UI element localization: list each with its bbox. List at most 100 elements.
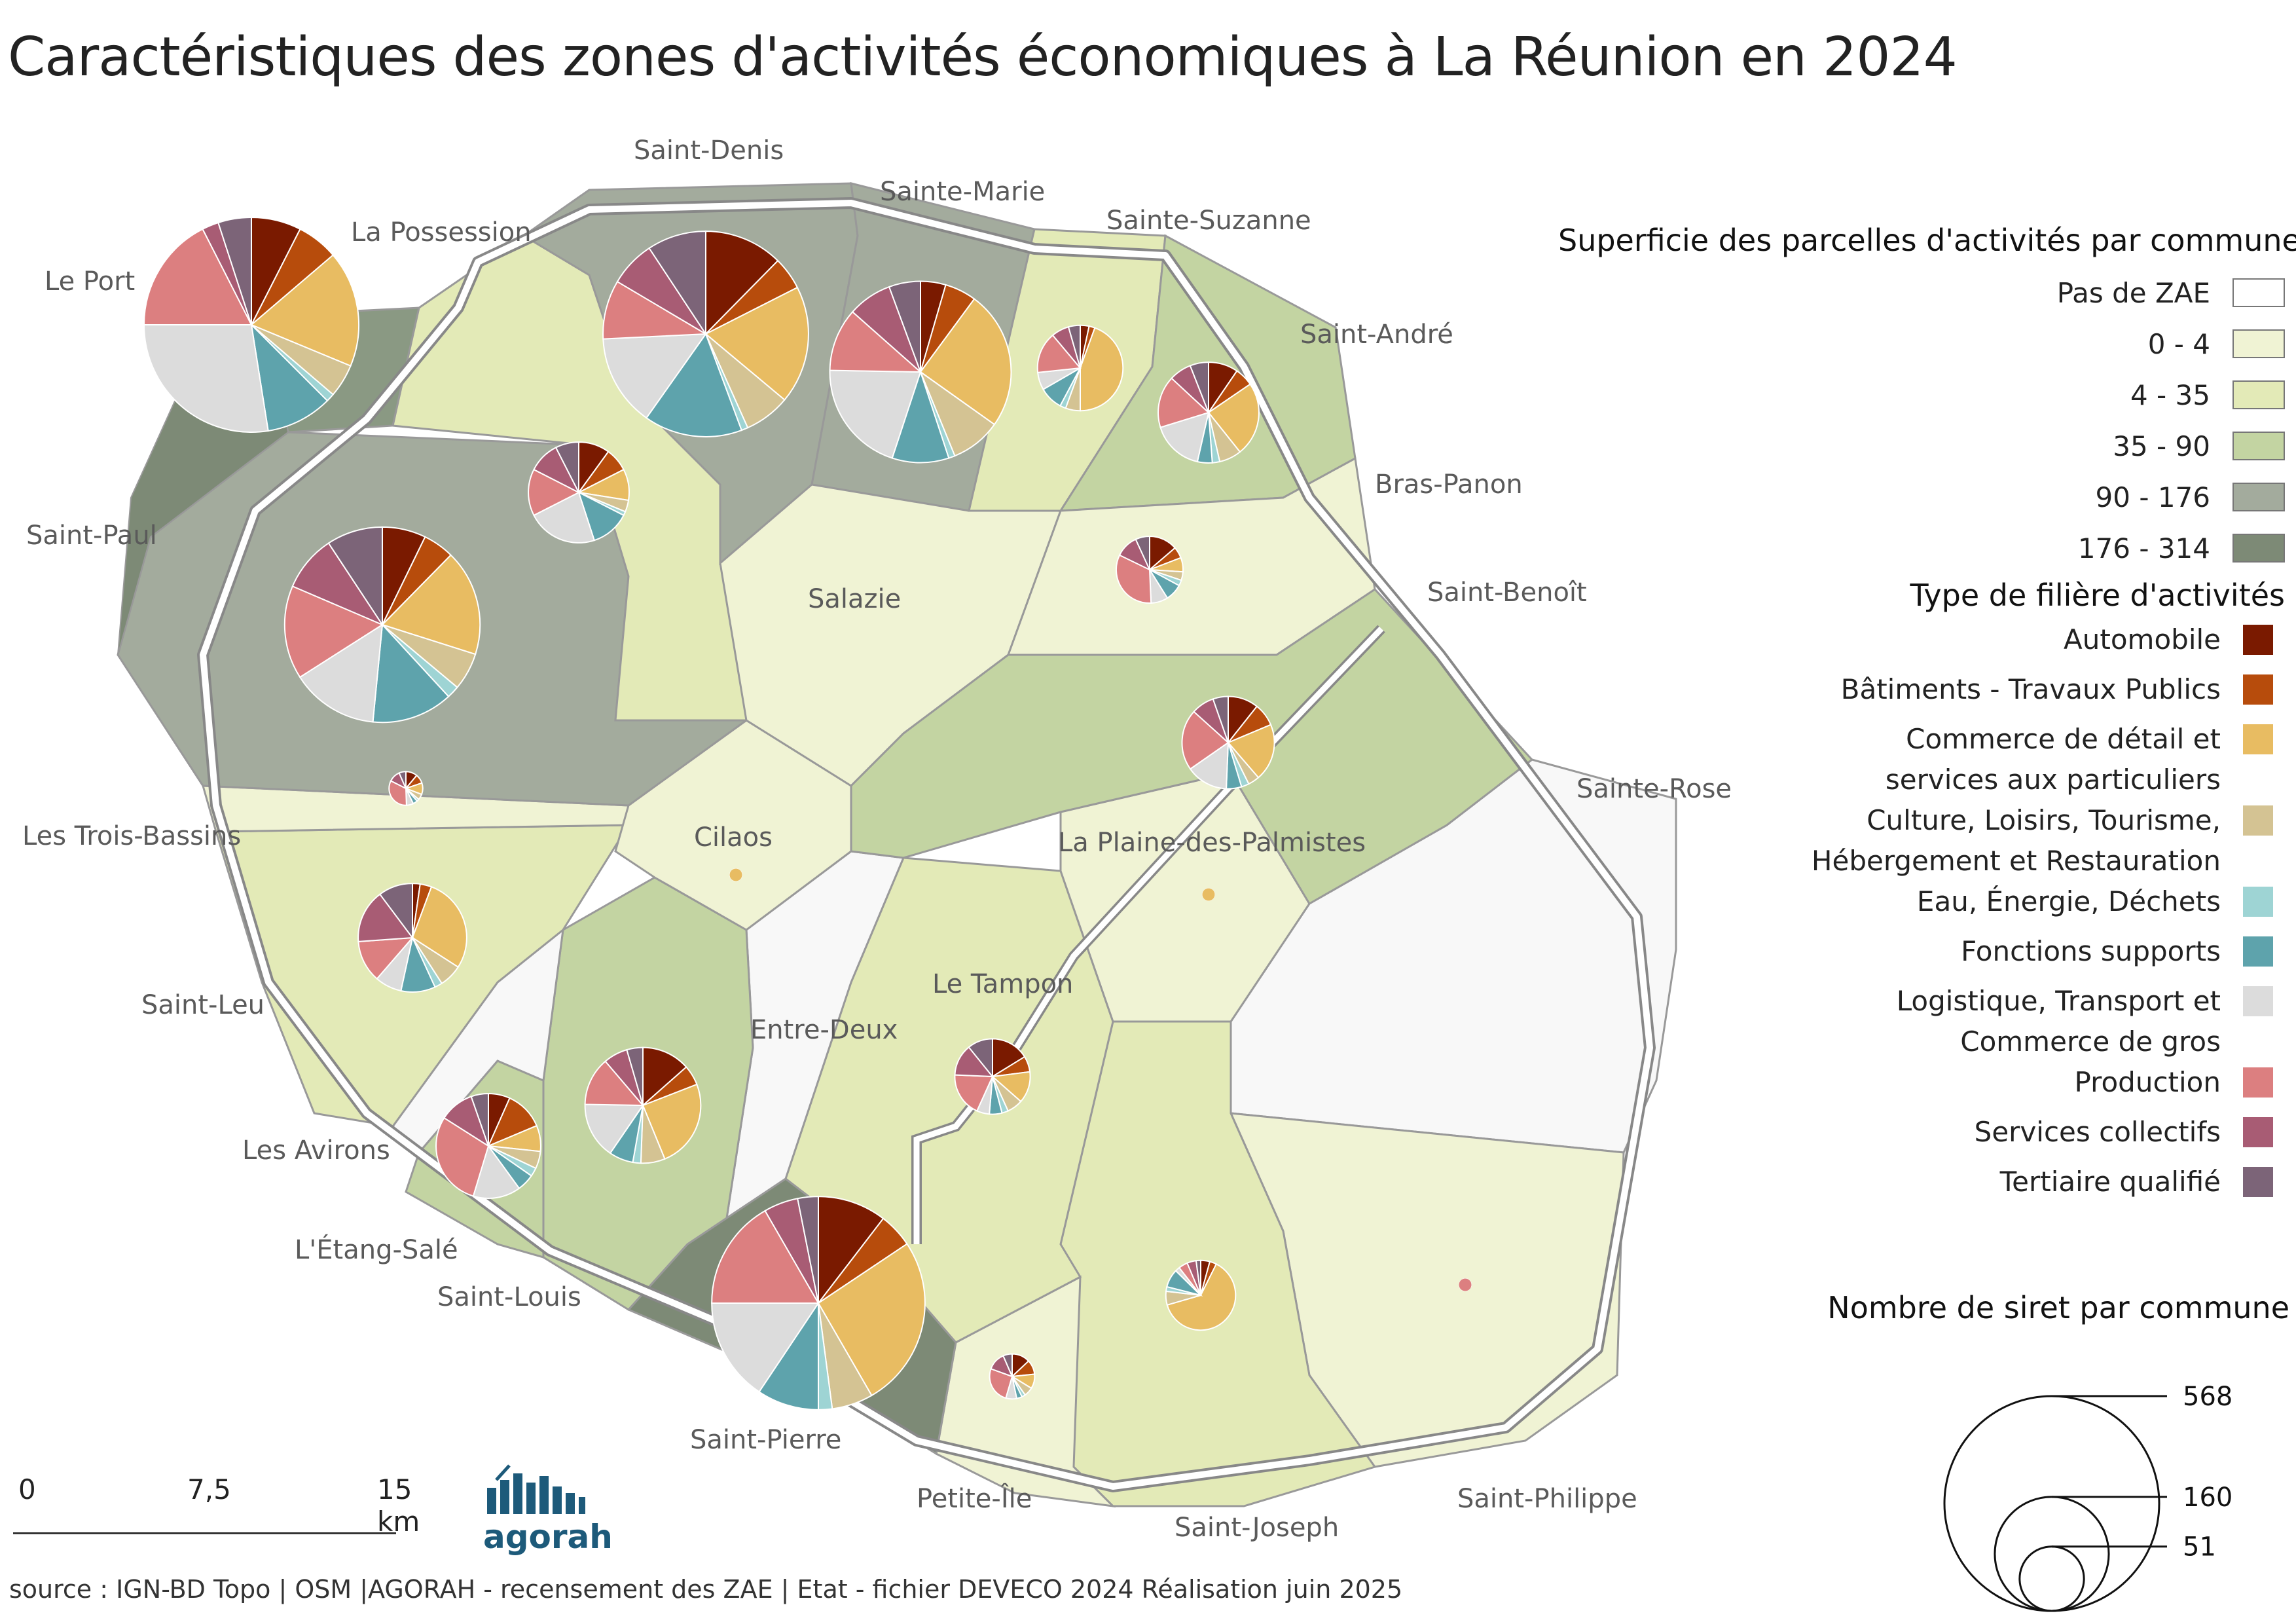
size-legend-circle: [1994, 1496, 2110, 1612]
pie-chart: [711, 1196, 926, 1411]
pie-slice: [584, 1060, 645, 1107]
filiere-legend-swatch: [2243, 887, 2273, 917]
pie-slice: [1135, 535, 1150, 570]
pie-slice: [1207, 383, 1260, 453]
commune-label: Saint-Joseph: [1175, 1513, 1339, 1543]
pie-slice: [1159, 411, 1210, 463]
pie-slice: [891, 369, 950, 464]
pie-slice: [555, 441, 579, 493]
filiere-legend-row: Commerce de détail et services aux partic…: [1558, 719, 2285, 800]
pie-slice: [1459, 1278, 1472, 1291]
pie-chart: [584, 1046, 702, 1164]
filiere-legend-label: Bâtiments - Travaux Publics: [1841, 669, 2221, 710]
commune-label: Sainte-Suzanne: [1106, 206, 1311, 236]
pie-slice: [989, 1368, 1013, 1399]
commune-label: Le Port: [45, 267, 135, 297]
pie-slice: [729, 868, 742, 881]
pie-slice: [992, 1038, 1026, 1078]
pie-chart: [729, 868, 742, 881]
pie-slice: [1036, 334, 1082, 373]
filiere-legend-label-line: Commerce de gros: [1960, 1025, 2221, 1058]
superficie-legend-row: 0 - 4: [1558, 318, 2285, 369]
pie-slice: [646, 332, 743, 437]
pie-slice: [642, 1046, 687, 1107]
filiere-legend-label-line: Services collectifs: [1974, 1116, 2221, 1148]
filiere-legend-label-line: Tertiaire qualifié: [1999, 1166, 2221, 1198]
commune-label: Bras-Panon: [1375, 470, 1523, 500]
map-title: Caractéristiques des zones d'activités é…: [8, 26, 1958, 88]
pie-slice: [1181, 710, 1230, 770]
filiere-legend-items: Automobile Bâtiments - Travaux Publics Com…: [1558, 619, 2285, 1211]
pie-slice: [1157, 377, 1210, 428]
superficie-legend-row: 176 - 314: [1558, 523, 2285, 574]
size-legend-value: 568: [2183, 1382, 2232, 1412]
pie-slice: [817, 1243, 926, 1397]
pie-slice: [1227, 724, 1275, 779]
filiere-legend-row: Production: [1558, 1062, 2285, 1112]
pie-slice: [705, 231, 779, 336]
pie-chart: [283, 526, 481, 724]
superficie-legend-label: Pas de ZAE: [2056, 276, 2210, 309]
filiere-legend-swatch: [2243, 625, 2273, 655]
agorah-logo-text: agorah: [483, 1518, 613, 1556]
pie-chart: [1181, 695, 1275, 790]
filiere-legend-row: Services collectifs: [1558, 1112, 2285, 1162]
pie-chart: [1459, 1278, 1472, 1291]
filiere-legend-row: Eau, Énergie, Déchets: [1558, 881, 2285, 931]
filiere-legend-swatch: [2243, 1117, 2273, 1147]
legend: Superficie des parcelles d'activités par…: [1558, 223, 2296, 1211]
pie-slice: [487, 1097, 538, 1147]
size-legend-value: 51: [2183, 1532, 2216, 1562]
scale-line: [13, 1532, 396, 1534]
pie-slice: [758, 1301, 819, 1411]
commune-labels: Saint-Denis Sainte-Marie Sainte-Suzanne …: [22, 136, 1732, 1543]
filiere-legend-swatch: [2243, 1167, 2273, 1197]
pie-slice: [818, 1196, 884, 1305]
filiere-legend-label: Automobile: [2064, 619, 2221, 660]
filiere-legend-label-line: Eau, Énergie, Déchets: [1916, 885, 2221, 917]
pie-slice: [954, 1074, 994, 1112]
pie-chart: [1115, 535, 1184, 604]
commune-label: L'Étang-Salé: [295, 1234, 458, 1265]
pie-slice: [1195, 1259, 1201, 1296]
filiere-legend-label-line: Production: [2074, 1066, 2221, 1098]
pie-slice: [1115, 554, 1152, 604]
scale-bar: 0 7,5 15 km: [13, 1473, 420, 1545]
superficie-legend-label: 0 - 4: [2147, 327, 2210, 360]
pie-slice: [435, 1116, 490, 1197]
filiere-legend-swatch: [2243, 936, 2273, 967]
filiere-legend-label-line: Bâtiments - Travaux Publics: [1840, 673, 2221, 705]
commune-label: Saint-Philippe: [1457, 1484, 1637, 1514]
pie-slice: [398, 771, 407, 789]
superficie-legend-row: 35 - 90: [1558, 420, 2285, 471]
filiere-legend-label-line: Automobile: [2064, 623, 2221, 655]
pie-slice: [829, 369, 922, 459]
filiere-legend-swatch: [2243, 724, 2273, 754]
superficie-legend-label: 90 - 176: [2095, 481, 2210, 513]
commune-label: Saint-Louis: [437, 1282, 581, 1312]
pie-chart: [1202, 888, 1215, 901]
size-legend-circle: [1943, 1395, 2160, 1612]
filiere-legend-label: Services collectifs: [1975, 1112, 2221, 1153]
pie-chart: [829, 280, 1012, 464]
pie-slice: [1189, 741, 1230, 790]
pie-chart: [388, 771, 424, 806]
size-legend-circle: [2018, 1545, 2085, 1612]
pie-slice: [299, 623, 384, 723]
filiere-legend-row: Automobile: [1558, 619, 2285, 669]
pie-chart: [1036, 324, 1124, 412]
pie-chart: [528, 441, 630, 544]
pie-slice: [829, 310, 922, 373]
filiere-legend-label: Culture, Loisirs, Tourisme, Hébergement e…: [1812, 800, 2221, 881]
pie-slice: [1212, 695, 1229, 743]
pie-slice: [1080, 327, 1124, 412]
commune-label: Les Avirons: [242, 1135, 390, 1166]
pie-slice: [968, 1038, 993, 1079]
pie-slice: [217, 216, 252, 325]
pie-slice: [602, 280, 708, 340]
filiere-legend-swatch: [2243, 1067, 2273, 1098]
commune-label: La Plaine-des-Palmistes: [1058, 828, 1366, 858]
source-note: source : IGN-BD Topo | OSM |AGORAH - rec…: [9, 1575, 1403, 1604]
pie-chart: [1165, 1259, 1237, 1331]
